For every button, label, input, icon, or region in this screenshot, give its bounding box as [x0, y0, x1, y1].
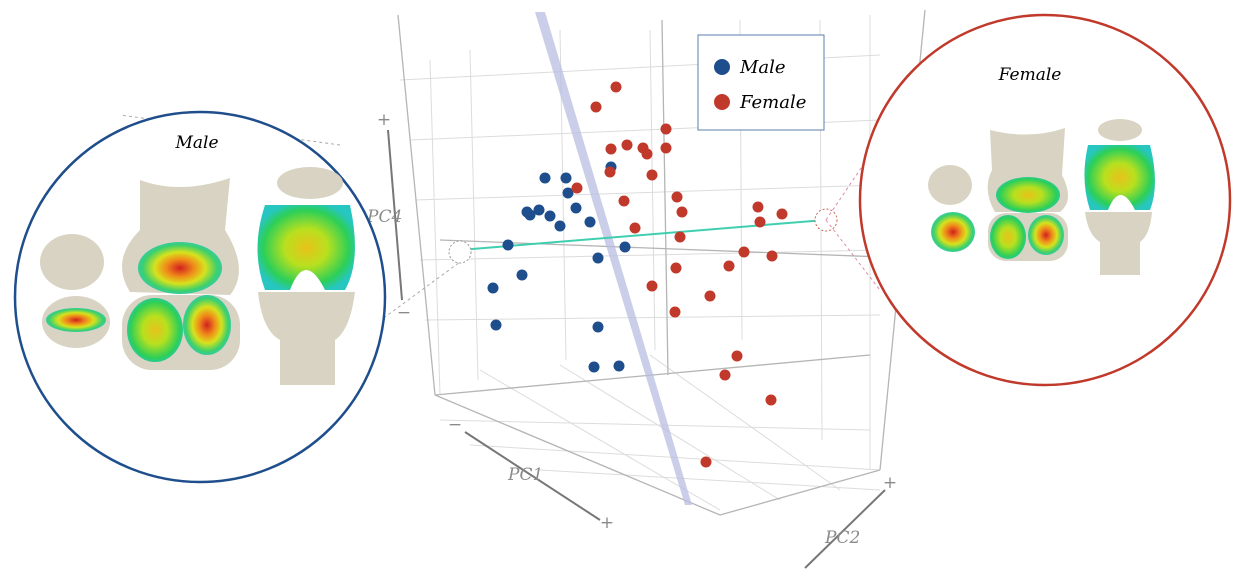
female-point: [611, 82, 622, 93]
female-point: [671, 263, 682, 274]
axis-sign: +: [883, 473, 897, 493]
cartilage: [127, 298, 183, 362]
axis-label: PC4: [366, 207, 402, 227]
axis-label: PC1: [507, 465, 543, 485]
legend-box: [698, 35, 824, 130]
female-point: [661, 143, 672, 154]
legend-label: Female: [739, 92, 806, 113]
male-point: [491, 320, 502, 331]
panel-title: Male: [174, 133, 218, 153]
male-point: [555, 221, 566, 232]
male-point: [517, 270, 528, 281]
female-point: [572, 183, 583, 194]
female-point: [622, 140, 633, 151]
male-point: [593, 322, 604, 333]
cartilage: [46, 308, 106, 332]
female-point: [591, 102, 602, 113]
male-point: [614, 361, 625, 372]
female-point: [767, 251, 778, 262]
female-point: [732, 351, 743, 362]
male-point: [503, 240, 514, 251]
cartilage: [990, 215, 1026, 259]
figure: Male Female + − PC4 − + PC1 + PC2 Male F…: [0, 0, 1236, 574]
panel-title: Female: [998, 65, 1062, 85]
male-point: [585, 217, 596, 228]
legend-marker: [714, 59, 730, 75]
axis-sign: +: [377, 110, 391, 130]
female-point: [672, 192, 683, 203]
anchor-left: [449, 241, 471, 263]
axis-sign: −: [397, 303, 411, 323]
female-point: [661, 124, 672, 135]
male-point: [593, 253, 604, 264]
female-point: [705, 291, 716, 302]
male-point: [545, 211, 556, 222]
female-point: [677, 207, 688, 218]
bone: [40, 234, 104, 290]
male-point: [571, 203, 582, 214]
axis-label: PC2: [824, 528, 860, 548]
cartilage: [931, 212, 975, 252]
female-point: [675, 232, 686, 243]
female-point: [720, 370, 731, 381]
male-point: [534, 205, 545, 216]
female-point: [630, 223, 641, 234]
points: [488, 82, 788, 468]
female-point: [739, 247, 750, 258]
female-point: [755, 217, 766, 228]
male-point: [561, 173, 572, 184]
female-point: [647, 281, 658, 292]
female-point: [606, 144, 617, 155]
cartilage: [138, 242, 222, 294]
female-point: [701, 457, 712, 468]
female-point: [642, 149, 653, 160]
female-point: [777, 209, 788, 220]
cartilage: [996, 177, 1060, 213]
female-point: [619, 196, 630, 207]
male-point: [589, 362, 600, 373]
female-point: [766, 395, 777, 406]
cartilage: [1028, 215, 1064, 255]
legend-marker: [714, 94, 730, 110]
axis-sign: +: [600, 513, 614, 533]
pc4-direction: [460, 220, 825, 250]
female-point: [753, 202, 764, 213]
cartilage: [183, 295, 231, 355]
female-point: [647, 170, 658, 181]
legend-label: Male: [739, 57, 786, 78]
female-point: [605, 167, 616, 178]
male-point: [620, 242, 631, 253]
male-point: [540, 173, 551, 184]
male-point: [488, 283, 499, 294]
female-point: [670, 307, 681, 318]
bone: [1098, 119, 1142, 141]
axis-sign: −: [448, 415, 462, 435]
bone: [277, 167, 343, 199]
female-point: [724, 261, 735, 272]
bone: [928, 165, 972, 205]
